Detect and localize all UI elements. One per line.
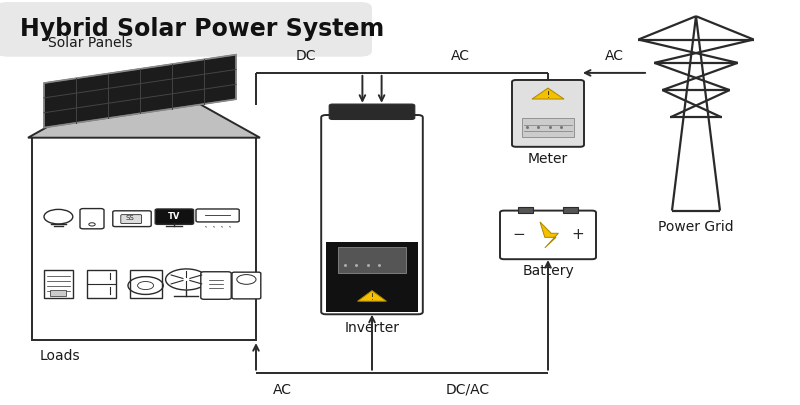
FancyBboxPatch shape xyxy=(196,209,239,222)
FancyBboxPatch shape xyxy=(155,209,194,224)
Text: !: ! xyxy=(546,91,550,100)
Text: AC: AC xyxy=(450,49,470,63)
FancyBboxPatch shape xyxy=(50,290,66,296)
FancyBboxPatch shape xyxy=(563,207,578,213)
FancyBboxPatch shape xyxy=(201,272,231,299)
FancyBboxPatch shape xyxy=(522,118,574,137)
Text: SS: SS xyxy=(126,215,134,221)
FancyBboxPatch shape xyxy=(500,211,596,259)
Text: Inverter: Inverter xyxy=(345,321,399,335)
Text: TV: TV xyxy=(168,212,181,221)
Text: +: + xyxy=(571,227,584,243)
Text: DC/AC: DC/AC xyxy=(446,383,490,397)
Text: −: − xyxy=(512,227,525,243)
Text: Solar Panels: Solar Panels xyxy=(48,36,133,49)
FancyBboxPatch shape xyxy=(121,215,142,224)
Text: Meter: Meter xyxy=(528,152,568,166)
Polygon shape xyxy=(358,291,386,301)
FancyBboxPatch shape xyxy=(322,115,422,314)
Text: !: ! xyxy=(370,293,374,302)
Text: Power Grid: Power Grid xyxy=(658,220,734,234)
Text: Battery: Battery xyxy=(522,264,574,278)
Text: Loads: Loads xyxy=(40,350,81,363)
FancyBboxPatch shape xyxy=(232,272,261,299)
FancyBboxPatch shape xyxy=(330,104,415,119)
FancyBboxPatch shape xyxy=(512,80,584,147)
Text: AC: AC xyxy=(605,49,623,63)
FancyBboxPatch shape xyxy=(518,207,533,213)
Text: AC: AC xyxy=(273,383,291,397)
FancyBboxPatch shape xyxy=(80,209,104,229)
Polygon shape xyxy=(44,55,236,128)
FancyBboxPatch shape xyxy=(44,270,73,298)
FancyBboxPatch shape xyxy=(0,2,372,57)
Polygon shape xyxy=(540,222,558,248)
FancyBboxPatch shape xyxy=(87,270,116,298)
FancyBboxPatch shape xyxy=(130,270,162,298)
FancyBboxPatch shape xyxy=(113,211,151,227)
FancyBboxPatch shape xyxy=(338,247,406,273)
Polygon shape xyxy=(532,88,564,99)
Text: DC: DC xyxy=(296,49,316,63)
Text: Hybrid Solar Power System: Hybrid Solar Power System xyxy=(20,17,384,41)
Polygon shape xyxy=(28,73,260,138)
FancyBboxPatch shape xyxy=(326,242,418,312)
